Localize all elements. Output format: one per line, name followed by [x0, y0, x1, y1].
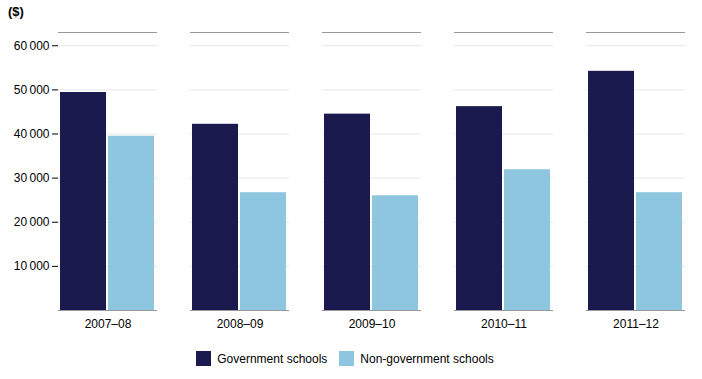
svg-text:50 000: 50 000	[14, 83, 50, 97]
svg-text:2011–12: 2011–12	[613, 317, 659, 331]
svg-text:10 000: 10 000	[14, 259, 50, 273]
svg-text:30 000: 30 000	[14, 171, 50, 185]
svg-text:2007–08: 2007–08	[85, 317, 132, 331]
html-text:Non-government schools: Non-government schools	[360, 351, 494, 366]
svg-text:2010–11: 2010–11	[481, 317, 527, 331]
html-text:Government schools: Government schools	[217, 351, 328, 366]
svg-text:60 000: 60 000	[14, 39, 50, 53]
svg-text:2009–10: 2009–10	[349, 317, 396, 331]
svg-text:2008–09: 2008–09	[217, 317, 264, 331]
svg-text:40 000: 40 000	[14, 127, 50, 141]
svg-text:20 000: 20 000	[14, 215, 50, 229]
